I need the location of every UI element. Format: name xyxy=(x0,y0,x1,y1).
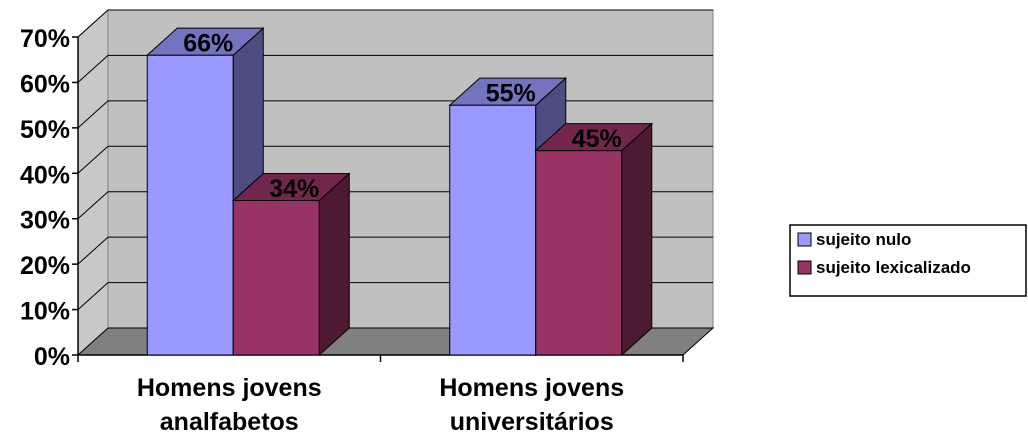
legend-swatch xyxy=(797,260,812,275)
y-tick-label: 70% xyxy=(20,25,70,53)
data-labels: 66% 34% 55% 45% xyxy=(183,30,622,203)
y-tick-label: 40% xyxy=(20,161,70,189)
y-tick-label: 10% xyxy=(20,298,70,326)
x-tick-label: Homens jovens universitários xyxy=(439,374,624,436)
y-tick-label: 0% xyxy=(34,343,70,371)
data-label: 45% xyxy=(572,125,622,153)
side-wall xyxy=(77,8,109,357)
y-tick-label: 20% xyxy=(20,252,70,280)
legend-label: sujeito lexicalizado xyxy=(816,258,971,277)
x-axis: Homens jovens analfabetos Homens jovens uni… xyxy=(77,354,684,436)
x-tick-label: Homens jovens analfabetos xyxy=(137,374,322,436)
data-label: 55% xyxy=(486,80,536,108)
y-axis: 0% 10% 20% 30% 40% 50% 60% 70% xyxy=(20,25,79,371)
data-label: 34% xyxy=(269,175,319,203)
bar-top xyxy=(231,173,351,202)
bar xyxy=(449,104,537,356)
bar xyxy=(232,200,320,356)
bar xyxy=(535,150,623,356)
legend-box xyxy=(789,224,1027,297)
bar-top xyxy=(534,123,654,152)
gridline xyxy=(77,9,713,38)
data-label: 66% xyxy=(183,30,233,58)
legend-label: sujeito nulo xyxy=(816,230,911,249)
y-tick-label: 60% xyxy=(20,70,70,98)
bar-top xyxy=(448,77,568,106)
bar-top xyxy=(145,27,265,56)
gridline xyxy=(77,54,713,83)
bar xyxy=(146,54,234,356)
bar-side xyxy=(621,122,653,357)
legend: sujeito nulo sujeito lexicalizado xyxy=(789,224,1027,297)
y-tick-label: 50% xyxy=(20,116,70,144)
y-tick-label: 30% xyxy=(20,207,70,235)
bars xyxy=(145,27,654,357)
legend-swatch xyxy=(797,232,812,247)
bar-side xyxy=(318,172,350,357)
